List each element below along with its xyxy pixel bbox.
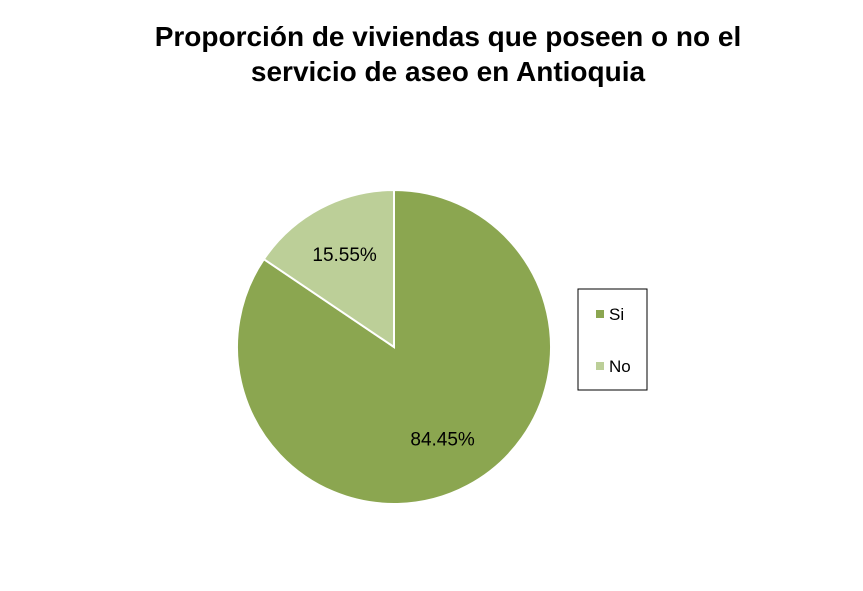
pie-slice-si [236,188,552,505]
pie-data-labels: 84.45% 15.55% [312,245,475,450]
pie-slice-no [262,188,395,349]
data-label-si: 84.45% [410,429,475,450]
chart-title-line-2: servicio de aseo en Antioquia [251,56,646,87]
data-label-no: 15.55% [312,245,377,266]
pie-slices [236,188,552,505]
legend-label-no: No [609,357,631,376]
legend: Si No [577,288,648,391]
legend-swatch-no [596,362,604,370]
chart-title-line-1: Proporción de viviendas que poseen o no … [155,21,742,52]
legend-box [577,288,648,391]
legend-swatch-si [596,310,604,318]
legend-label-si: Si [609,305,624,324]
